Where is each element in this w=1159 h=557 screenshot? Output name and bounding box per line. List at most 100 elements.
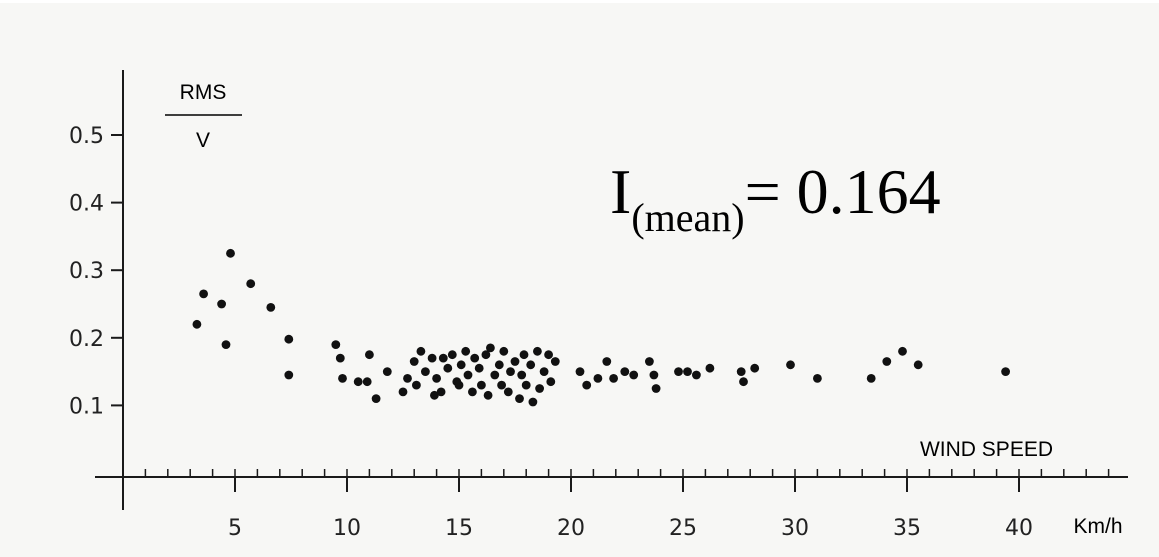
data-point (629, 370, 639, 380)
data-point (331, 340, 341, 349)
data-point (338, 374, 347, 383)
data-point (284, 370, 294, 380)
data-point (454, 380, 464, 390)
data-point (490, 370, 500, 380)
data-point (546, 377, 556, 387)
data-point (539, 367, 549, 376)
data-point (750, 363, 760, 373)
data-point (739, 377, 748, 387)
data-point (421, 367, 430, 376)
y-axis-label-numerator: RMS (180, 81, 227, 104)
annotation-value: = 0.164 (745, 156, 941, 227)
data-point (221, 340, 231, 349)
data-point (266, 303, 276, 312)
data-point (463, 370, 473, 380)
data-point (335, 353, 345, 363)
data-point (519, 350, 529, 360)
data-point (882, 357, 892, 366)
x-tick-label: 30 (781, 516, 809, 541)
data-point (515, 394, 524, 403)
data-point (371, 394, 381, 403)
data-point (199, 289, 209, 299)
data-point (416, 346, 426, 356)
y-tick-label: 0.2 (69, 327, 104, 352)
data-point (477, 380, 486, 390)
data-point (526, 360, 536, 370)
data-point (468, 387, 477, 397)
annotation-main: I (610, 156, 631, 227)
data-point (192, 319, 202, 329)
data-point (494, 360, 504, 370)
data-point (486, 343, 495, 353)
x-axis-unit: Km/h (1073, 515, 1122, 538)
y-tick-label: 0.3 (69, 259, 104, 284)
x-tick-label: 10 (333, 516, 361, 541)
data-point (362, 377, 372, 387)
x-tick-label: 25 (669, 516, 697, 541)
data-point (403, 374, 412, 383)
data-point (474, 363, 484, 373)
data-point (913, 360, 923, 370)
mean-annotation: I(mean)= 0.164 (610, 156, 941, 240)
data-point (813, 374, 822, 383)
y-axis-label-denominator: V (196, 129, 210, 152)
data-point (649, 370, 659, 380)
data-point (575, 367, 585, 376)
data-point (692, 370, 701, 380)
data-point (432, 374, 441, 383)
data-point (430, 390, 439, 400)
data-point (456, 360, 466, 370)
data-point (544, 350, 553, 360)
data-point (651, 384, 661, 393)
data-point (443, 363, 453, 373)
data-point (412, 380, 421, 390)
data-point (427, 353, 437, 363)
data-point (438, 353, 448, 363)
data-point (674, 367, 683, 376)
data-point (398, 387, 408, 397)
data-point (497, 380, 506, 390)
x-tick-label: 5 (228, 516, 242, 541)
data-point (602, 357, 612, 366)
data-point (645, 357, 654, 366)
annotation-subscript: (mean) (631, 195, 744, 240)
data-point (609, 374, 618, 383)
x-axis-label: WIND SPEED (920, 438, 1053, 461)
data-point (517, 370, 527, 380)
data-point (736, 367, 746, 376)
data-point (705, 363, 715, 373)
data-point (436, 387, 446, 397)
data-point (483, 390, 493, 400)
data-point (382, 367, 392, 376)
data-point (533, 346, 542, 356)
data-point (409, 357, 419, 366)
data-point (866, 374, 876, 383)
data-point (284, 334, 294, 344)
data-point (1001, 367, 1010, 376)
data-point (510, 357, 520, 366)
data-point (786, 360, 795, 370)
data-point (550, 357, 560, 366)
data-point (535, 384, 544, 393)
x-tick-label: 15 (445, 516, 473, 541)
data-point (461, 346, 471, 356)
data-point (447, 350, 457, 360)
data-point (528, 397, 538, 407)
data-point (481, 350, 491, 360)
data-point (898, 346, 907, 356)
x-tick-label: 20 (557, 516, 585, 541)
data-point (620, 367, 630, 376)
data-point (365, 350, 374, 360)
y-tick-label: 0.1 (69, 394, 104, 419)
data-point (582, 380, 592, 390)
x-tick-label: 35 (893, 516, 921, 541)
data-point (246, 279, 256, 289)
data-point (506, 367, 515, 376)
data-point (226, 248, 235, 258)
y-tick-label: 0.4 (69, 192, 104, 217)
data-point (217, 299, 227, 309)
y-tick-label: 0.5 (69, 124, 104, 149)
data-point (521, 380, 531, 390)
